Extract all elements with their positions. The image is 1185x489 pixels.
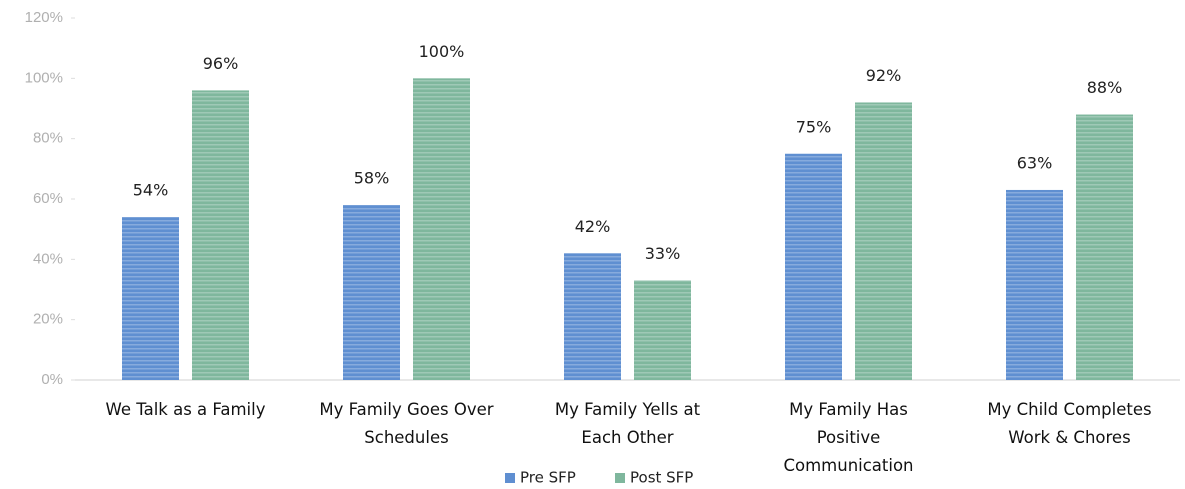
- data-label: 88%: [1087, 78, 1123, 97]
- y-tick-label: 120%: [25, 9, 63, 26]
- data-label: 92%: [866, 66, 902, 85]
- bar: [122, 217, 179, 380]
- bar: [1006, 189, 1063, 380]
- bar: [855, 102, 912, 380]
- data-label: 75%: [796, 117, 832, 136]
- bar: [785, 153, 842, 380]
- x-tick-label: My Family Has Positive Communication: [783, 400, 914, 475]
- bar: [413, 78, 470, 380]
- bar: [634, 280, 691, 380]
- legend-swatch: [505, 473, 515, 483]
- y-tick-label: 20%: [33, 311, 63, 328]
- data-label: 63%: [1017, 153, 1053, 172]
- data-label: 96%: [203, 54, 239, 73]
- bar: [1076, 114, 1133, 381]
- y-tick-label: 40%: [33, 250, 63, 267]
- bar: [192, 90, 249, 381]
- x-tick-label: My Family Yells at Each Other: [554, 400, 701, 447]
- x-tick-label: We Talk as a Family: [105, 400, 266, 419]
- y-tick-label: 100%: [25, 69, 63, 86]
- bar: [343, 205, 400, 380]
- data-label: 42%: [575, 217, 611, 236]
- data-label: 58%: [354, 169, 390, 188]
- legend-swatch: [615, 473, 625, 483]
- legend-label: Pre SFP: [520, 469, 576, 487]
- data-label: 54%: [133, 181, 169, 200]
- x-tick-label: My Family Goes Over Schedules: [319, 400, 494, 447]
- bar: [564, 253, 621, 380]
- data-label: 100%: [419, 42, 465, 61]
- y-tick-label: 0%: [41, 371, 63, 388]
- legend-label: Post SFP: [630, 469, 693, 487]
- x-tick-label: My Child Completes Work & Chores: [987, 400, 1152, 447]
- y-tick-label: 80%: [33, 130, 63, 147]
- data-label: 33%: [645, 244, 681, 263]
- y-tick-label: 60%: [33, 190, 63, 207]
